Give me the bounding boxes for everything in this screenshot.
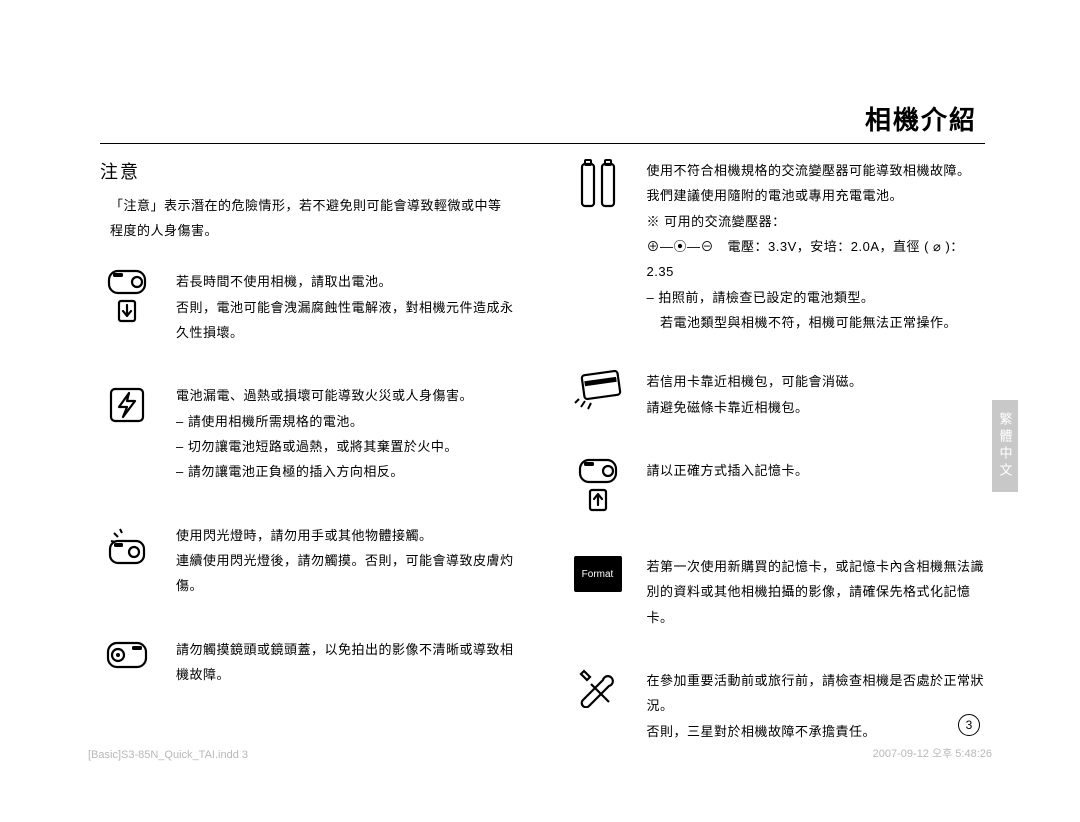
text-line: ⊕—⦿—⊖ 電壓：3.3V，安培：2.0A，直徑 ( ⌀ )：2.35 (647, 234, 986, 285)
content-columns: 注意 「注意」表示潛在的危險情形，若不避免則可能會導致輕微或中等程度的人身傷害。… (100, 158, 985, 782)
text-line: – 切勿讓電池短路或過熱，或將其棄置於火中。 (176, 434, 515, 459)
battery-hazard-icon (100, 383, 154, 427)
batteries-pair-icon (571, 158, 625, 212)
caution-item: Format 若第一次使用新購買的記憶卡，或記憶卡內含相機無法識別的資料或其他相… (571, 554, 986, 630)
camera-card-insert-icon (571, 458, 625, 516)
intro-text: 「注意」表示潛在的危險情形，若不避免則可能會導致輕微或中等程度的人身傷害。 (100, 194, 515, 243)
text-line: – 請勿讓電池正負極的插入方向相反。 (176, 459, 515, 484)
text-line: 請避免磁條卡靠近相機包。 (647, 395, 986, 420)
text-line: 在參加重要活動前或旅行前，請檢查相機是否處於正常狀況。 (647, 668, 986, 719)
text-line: 請勿觸摸鏡頭或鏡頭蓋，以免拍出的影像不清晰或導致相機故障。 (176, 637, 515, 688)
caution-text: 在參加重要活動前或旅行前，請檢查相機是否處於正常狀況。 否則，三星對於相機故障不… (647, 668, 986, 744)
format-box: Format (574, 556, 622, 592)
page-title: 相機介紹 (100, 100, 985, 137)
footer-filename: [Basic]S3-85N_Quick_TAI.indd 3 (88, 749, 248, 761)
text-line: 若電池類型與相機不符，相機可能無法正常操作。 (647, 310, 986, 335)
text-line: 若長時間不使用相機，請取出電池。 (176, 269, 515, 294)
text-line: 使用閃光燈時，請勿用手或其他物體接觸。 (176, 523, 515, 548)
camera-flash-icon (100, 523, 154, 569)
text-line: ※ 可用的交流變壓器： (647, 209, 986, 234)
text-line: 若第一次使用新購買的記憶卡，或記憶卡內含相機無法識別的資料或其他相機拍攝的影像，… (647, 554, 986, 630)
text-line: 若信用卡靠近相機包，可能會消磁。 (647, 369, 986, 394)
text-line: 我們建議使用隨附的電池或專用充電電池。 (647, 183, 986, 208)
caution-text: 請以正確方式插入記憶卡。 (647, 458, 986, 483)
caution-text: 使用不符合相機規格的交流變壓器可能導致相機故障。 我們建議使用隨附的電池或專用充… (647, 158, 986, 335)
divider-top (100, 143, 985, 144)
credit-card-magnetic-icon (571, 369, 625, 413)
side-language-tab: 繁體中文 (992, 400, 1018, 492)
caution-text: 若第一次使用新購買的記憶卡，或記憶卡內含相機無法識別的資料或其他相機拍攝的影像，… (647, 554, 986, 630)
caution-text: 若長時間不使用相機，請取出電池。 否則，電池可能會洩漏腐蝕性電解液，對相機元件造… (176, 269, 515, 345)
text-line: 電池漏電、過熱或損壞可能導致火災或人身傷害。 (176, 383, 515, 408)
text-line: – 請使用相機所需規格的電池。 (176, 409, 515, 434)
caution-item: 若長時間不使用相機，請取出電池。 否則，電池可能會洩漏腐蝕性電解液，對相機元件造… (100, 269, 515, 345)
text-line: 否則，三星對於相機故障不承擔責任。 (647, 719, 986, 744)
left-column: 注意 「注意」表示潛在的危險情形，若不避免則可能會導致輕微或中等程度的人身傷害。… (100, 158, 515, 782)
format-label-icon: Format (571, 554, 625, 592)
caution-text: 電池漏電、過熱或損壞可能導致火災或人身傷害。 – 請使用相機所需規格的電池。 –… (176, 383, 515, 484)
camera-lens-icon (100, 637, 154, 673)
text-line: – 拍照前，請檢查已設定的電池類型。 (647, 285, 986, 310)
wrench-screwdriver-icon (571, 668, 625, 708)
side-tab-label: 繁體中文 (996, 412, 1015, 480)
caution-item: 若信用卡靠近相機包，可能會消磁。 請避免磁條卡靠近相機包。 (571, 369, 986, 420)
footer-timestamp: 2007-09-12 오후 5:48:26 (873, 745, 992, 761)
caution-item: 在參加重要活動前或旅行前，請檢查相機是否處於正常狀況。 否則，三星對於相機故障不… (571, 668, 986, 744)
caution-item: 使用閃光燈時，請勿用手或其他物體接觸。 連續使用閃光燈後，請勿觸摸。否則，可能會… (100, 523, 515, 599)
caution-text: 使用閃光燈時，請勿用手或其他物體接觸。 連續使用閃光燈後，請勿觸摸。否則，可能會… (176, 523, 515, 599)
caution-item: 電池漏電、過熱或損壞可能導致火災或人身傷害。 – 請使用相機所需規格的電池。 –… (100, 383, 515, 484)
section-title: 注意 (100, 158, 515, 184)
caution-item: 請勿觸摸鏡頭或鏡頭蓋，以免拍出的影像不清晰或導致相機故障。 (100, 637, 515, 688)
caution-text: 若信用卡靠近相機包，可能會消磁。 請避免磁條卡靠近相機包。 (647, 369, 986, 420)
text-line: 連續使用閃光燈後，請勿觸摸。否則，可能會導致皮膚灼傷。 (176, 548, 515, 599)
text-line: 使用不符合相機規格的交流變壓器可能導致相機故障。 (647, 158, 986, 183)
caution-text: 請勿觸摸鏡頭或鏡頭蓋，以免拍出的影像不清晰或導致相機故障。 (176, 637, 515, 688)
text-line: 請以正確方式插入記憶卡。 (647, 458, 986, 483)
camera-battery-eject-icon (100, 269, 154, 327)
right-column: 使用不符合相機規格的交流變壓器可能導致相機故障。 我們建議使用隨附的電池或專用充… (571, 158, 986, 782)
caution-item: 使用不符合相機規格的交流變壓器可能導致相機故障。 我們建議使用隨附的電池或專用充… (571, 158, 986, 335)
text-line: 否則，電池可能會洩漏腐蝕性電解液，對相機元件造成永久性損壞。 (176, 295, 515, 346)
page-number: 3 (958, 714, 980, 736)
caution-item: 請以正確方式插入記憶卡。 (571, 458, 986, 516)
